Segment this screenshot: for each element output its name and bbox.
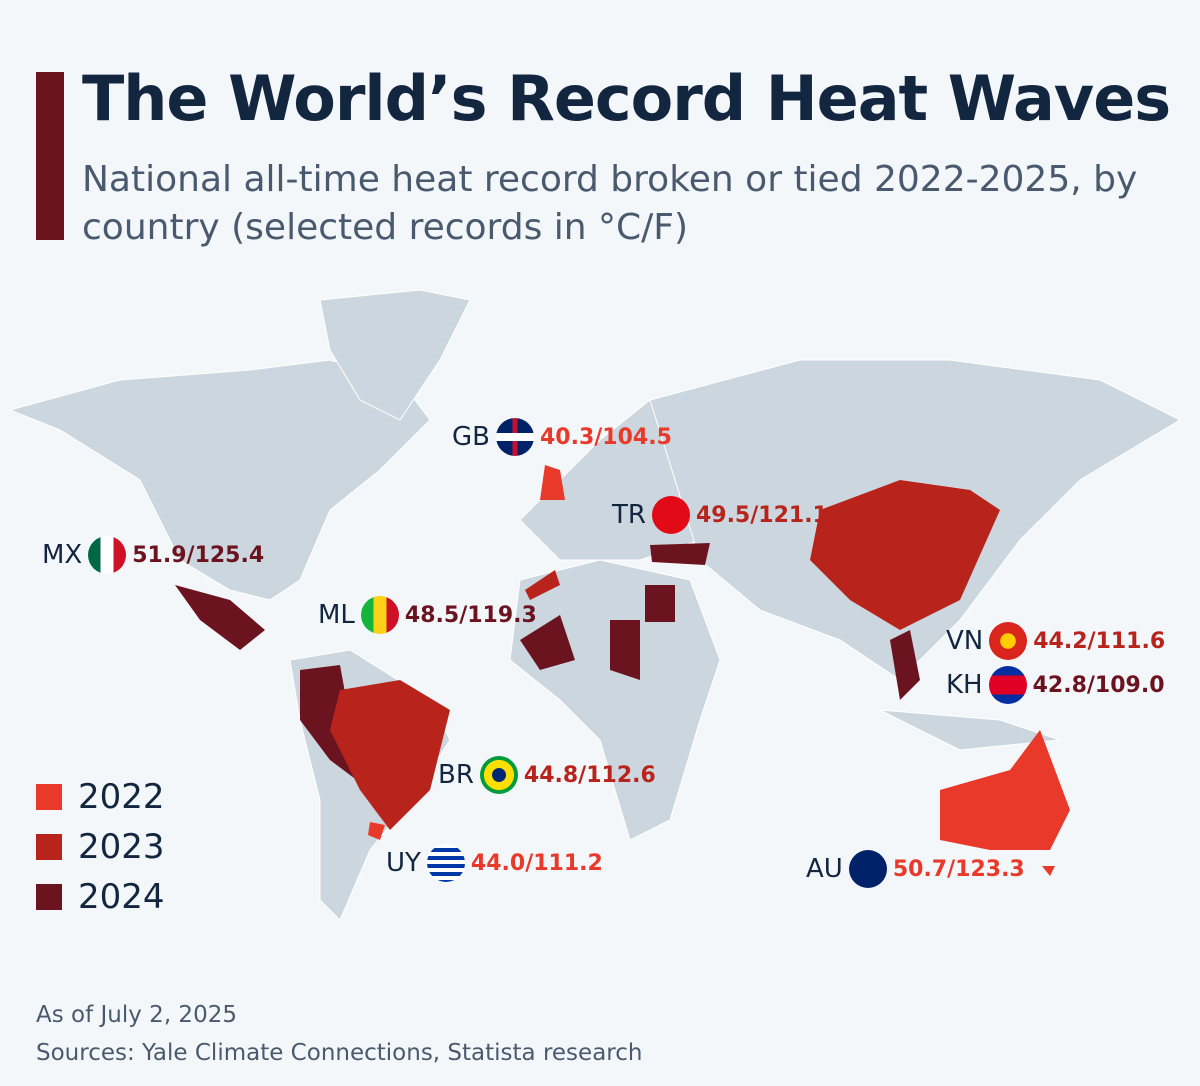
legend-item-2024: 2024: [36, 872, 165, 922]
country-code: AU: [806, 854, 843, 884]
africa: [509, 559, 721, 841]
mexico-flag-icon: [88, 536, 127, 574]
country-uy: [368, 822, 385, 840]
legend-label: 2022: [78, 777, 165, 817]
record-br: BR 44.8/112.6: [438, 756, 656, 794]
footer-sources: Sources: Yale Climate Connections, Stati…: [36, 1040, 643, 1066]
legend-swatch: [36, 834, 62, 860]
record-value: 40.3/104.5: [539, 424, 672, 450]
country-code: BR: [438, 760, 474, 790]
north-america: [8, 359, 431, 601]
country-code: ML: [318, 600, 355, 630]
country-ma: [525, 570, 560, 600]
indonesia: [879, 709, 1061, 751]
record-tr: TR 49.5/121.1: [612, 496, 828, 534]
greenland: [319, 289, 471, 421]
brazil-flag-icon: [479, 756, 518, 794]
country-code: VN: [946, 626, 984, 656]
country-tr: [650, 543, 710, 565]
highlighted-countries: [175, 465, 1070, 876]
record-value: 48.5/119.3: [404, 602, 537, 628]
subtitle: National all-time heat record broken or …: [82, 159, 1138, 248]
record-uy: UY 44.0/111.2: [386, 844, 603, 882]
uk-flag-icon: [495, 418, 534, 456]
record-value: 44.0/111.2: [470, 850, 603, 876]
record-value: 44.2/111.6: [1033, 628, 1166, 654]
legend-label: 2023: [78, 827, 165, 867]
record-kh: KH 42.8/109.0: [946, 666, 1165, 704]
country-cn: [810, 480, 1000, 630]
country-eg: [645, 585, 675, 622]
record-vn: VN 44.2/111.6: [946, 622, 1165, 660]
mali-flag-icon: [360, 596, 399, 634]
world-map: [8, 289, 1182, 921]
country-code: KH: [946, 670, 983, 700]
uruguay-flag-icon: [426, 844, 465, 882]
country-gb: [540, 465, 565, 500]
country-mx: [175, 585, 265, 650]
record-value: 50.7/123.3: [892, 856, 1025, 882]
record-value: 51.9/125.4: [132, 542, 265, 568]
country-tas: [1042, 866, 1055, 876]
legend-item-2023: 2023: [36, 822, 165, 872]
legend-item-2022: 2022: [36, 772, 165, 822]
australia-flag-icon: [848, 850, 887, 888]
page-title: The World’s Record Heat Waves: [82, 62, 1171, 135]
record-value: 44.8/112.6: [523, 762, 656, 788]
country-code: MX: [42, 540, 83, 570]
legend-swatch: [36, 784, 62, 810]
title-accent-bar: [36, 72, 64, 240]
footer-date: As of July 2, 2025: [36, 1002, 237, 1028]
country-td: [610, 620, 640, 680]
country-au: [940, 730, 1070, 850]
legend: 2022 2023 2024: [36, 772, 165, 922]
country-code: UY: [386, 848, 421, 878]
country-ml: [520, 615, 575, 670]
turkey-flag-icon: [651, 496, 690, 534]
record-mx: MX 51.9/125.4: [42, 536, 264, 574]
country-vn-kh: [890, 630, 920, 700]
cambodia-flag-icon: [988, 666, 1027, 704]
vietnam-flag-icon: [989, 622, 1028, 660]
record-gb: GB 40.3/104.5: [452, 418, 672, 456]
record-value: 42.8/109.0: [1032, 672, 1165, 698]
legend-label: 2024: [78, 877, 165, 917]
legend-swatch: [36, 884, 62, 910]
record-value: 49.5/121.1: [695, 502, 828, 528]
record-au: AU 50.7/123.3: [806, 850, 1025, 888]
country-br: [330, 680, 450, 830]
record-ml: ML 48.5/119.3: [318, 596, 537, 634]
country-code: TR: [612, 500, 646, 530]
country-code: GB: [452, 422, 490, 452]
